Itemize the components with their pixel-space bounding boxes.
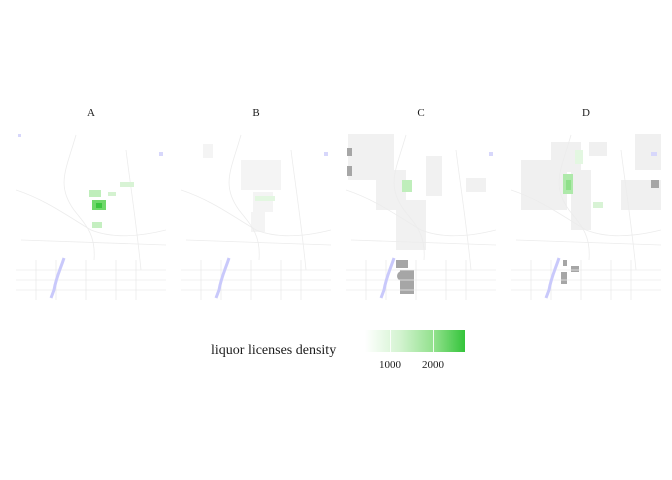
density-areas (563, 150, 603, 208)
map-c (346, 134, 496, 300)
map-panel-b: B (181, 100, 331, 300)
legend-colorbar (365, 330, 465, 352)
panel-title-b: B (252, 107, 260, 119)
legend-tick-mark (433, 330, 434, 352)
road-network (16, 134, 166, 300)
water-patch (18, 134, 21, 137)
map-panel-c: C (346, 100, 496, 300)
road-network (511, 134, 661, 300)
panel-title-c: C (417, 107, 425, 119)
density-areas (402, 180, 412, 192)
map-d (511, 134, 661, 300)
map-a (16, 134, 166, 300)
river (544, 257, 561, 299)
road-network (346, 134, 496, 300)
density-areas (255, 196, 275, 201)
land-shapes (203, 144, 281, 232)
land-shapes (348, 134, 486, 250)
panel-title-d: D (582, 107, 590, 119)
map-panel-a: A (16, 100, 166, 300)
missing-data-areas (561, 180, 659, 284)
map-panel-d: D (511, 100, 661, 300)
water-patch (651, 152, 657, 156)
legend: liquor licenses density 1000 2000 (0, 326, 672, 376)
legend-tick-label: 2000 (422, 359, 444, 371)
river (49, 257, 66, 299)
legend-tick-mark (390, 330, 391, 352)
density-areas (89, 182, 134, 228)
water-patch (489, 152, 493, 156)
water-patch (324, 152, 328, 156)
water-patch (159, 152, 163, 156)
missing-data-areas (347, 148, 414, 294)
land-shapes (521, 134, 661, 230)
panel-title-a: A (87, 107, 95, 119)
legend-title: liquor licenses density (211, 343, 337, 358)
river (214, 257, 231, 299)
map-b (181, 134, 331, 300)
legend-tick-label: 1000 (379, 359, 401, 371)
river (379, 257, 396, 299)
